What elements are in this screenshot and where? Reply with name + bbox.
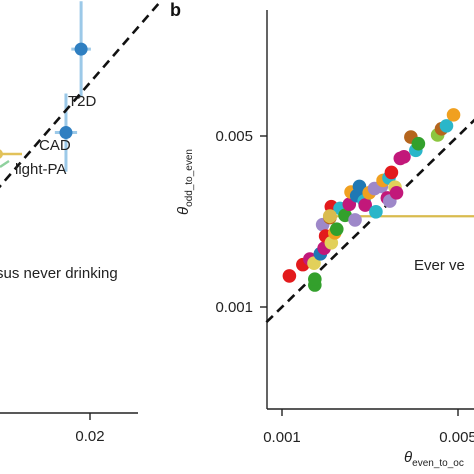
data-point — [397, 150, 411, 164]
panel-a: 0.02 T2D CAD light-PA sus never drinking — [0, 1, 161, 445]
data-point — [352, 179, 367, 194]
x-axis-subscript: even_to_oc — [412, 458, 464, 469]
data-point — [348, 213, 362, 227]
x-tick-label: 0.005 — [439, 429, 474, 446]
x-tick-label: 0.02 — [75, 428, 104, 445]
data-point — [384, 165, 399, 180]
partial-errorbar — [0, 160, 10, 168]
t2d-label: T2D — [68, 93, 97, 110]
data-point — [282, 269, 297, 283]
panel-b-label: b — [170, 0, 181, 20]
data-point — [329, 222, 344, 236]
point-cad — [59, 126, 73, 140]
never-drinking-label: sus never drinking — [0, 265, 118, 282]
panel-b-y-axis-title: θodd_to_even — [175, 149, 195, 215]
panel-a-partial-marks — [0, 149, 22, 168]
light-pa-label: light-PA — [15, 161, 66, 178]
ever-vs-point — [322, 209, 337, 224]
panel-b-x-axis-title: θeven_to_oc — [404, 449, 464, 469]
data-point — [411, 136, 426, 151]
cad-label: CAD — [39, 137, 71, 154]
x-axis-theta: θ — [404, 449, 412, 466]
data-point — [446, 108, 461, 122]
panel-a-points — [59, 42, 88, 140]
data-point — [308, 272, 322, 286]
y-tick-label: 0.005 — [215, 128, 253, 145]
panel-b-y-ticks: 0.001 0.005 — [215, 128, 267, 316]
partial-point — [0, 149, 3, 159]
y-axis-theta: θ — [175, 207, 192, 215]
data-point — [389, 185, 404, 200]
x-tick-label: 0.001 — [263, 429, 301, 446]
panel-b-reference-line — [265, 118, 474, 324]
panel-b-x-ticks: 0.001 0.005 — [263, 409, 474, 446]
point-t2d — [74, 42, 88, 56]
data-point — [358, 198, 372, 212]
data-point — [369, 204, 383, 219]
data-point — [439, 119, 454, 133]
panel-a-x-ticks: 0.02 — [75, 413, 105, 445]
y-axis-subscript: odd_to_even — [184, 149, 195, 207]
panel-b-points — [282, 108, 461, 292]
ever-vs-label: Ever ve — [414, 257, 465, 274]
panel-a-reference-line — [0, 1, 161, 189]
y-tick-label: 0.001 — [215, 299, 253, 316]
